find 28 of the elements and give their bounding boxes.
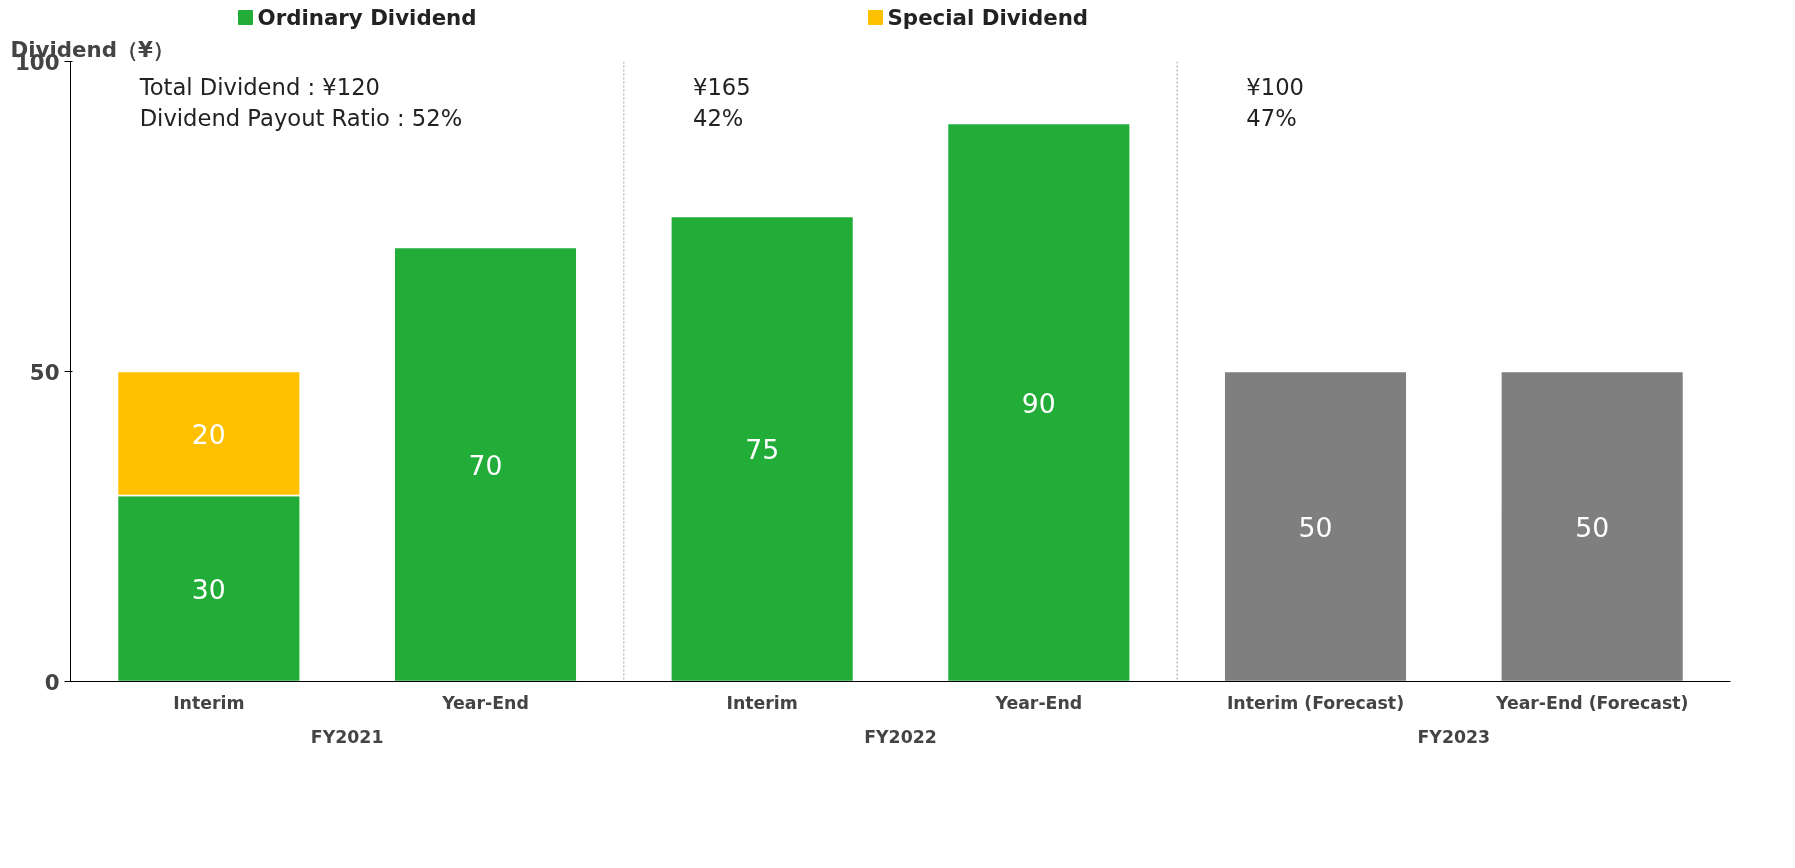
data-label: 70 [468,449,503,481]
data-label: 90 [1021,387,1056,419]
data-label: 50 [1298,511,1333,543]
data-label: 30 [191,573,226,605]
text: FY2023 [1417,726,1491,747]
annotation: Total Dividend : ¥120 Dividend Payout Ratio : 52% [138,73,463,132]
bar [946,122,1131,682]
x-tick-label: Interim [726,692,798,713]
x-tick-label: Year-End [994,692,1083,713]
bar [1500,370,1685,682]
x-tick-label: Year-End [441,692,529,713]
text: FY2021 [310,726,384,747]
text: FY2022 [864,726,937,747]
x-tick-label: Interim [173,692,245,713]
legend-label: Special Dividend [887,5,1089,30]
x-tick-label: Year-End (Forecast) [1494,692,1689,713]
annotation: ¥165 42% [693,73,751,132]
legend-label: Ordinary Dividend [257,5,477,30]
bar [670,215,855,682]
bar [1223,370,1408,682]
data-label: 50 [1575,511,1610,543]
x-tick-label: Interim (Forecast) [1226,692,1405,713]
data-label: 20 [191,418,226,450]
annotation: ¥100 47% [1246,73,1305,132]
y-tick-label: 0 [44,669,60,695]
y-tick-label: 50 [29,359,60,385]
data-label: 75 [745,434,780,465]
bar [393,246,578,682]
